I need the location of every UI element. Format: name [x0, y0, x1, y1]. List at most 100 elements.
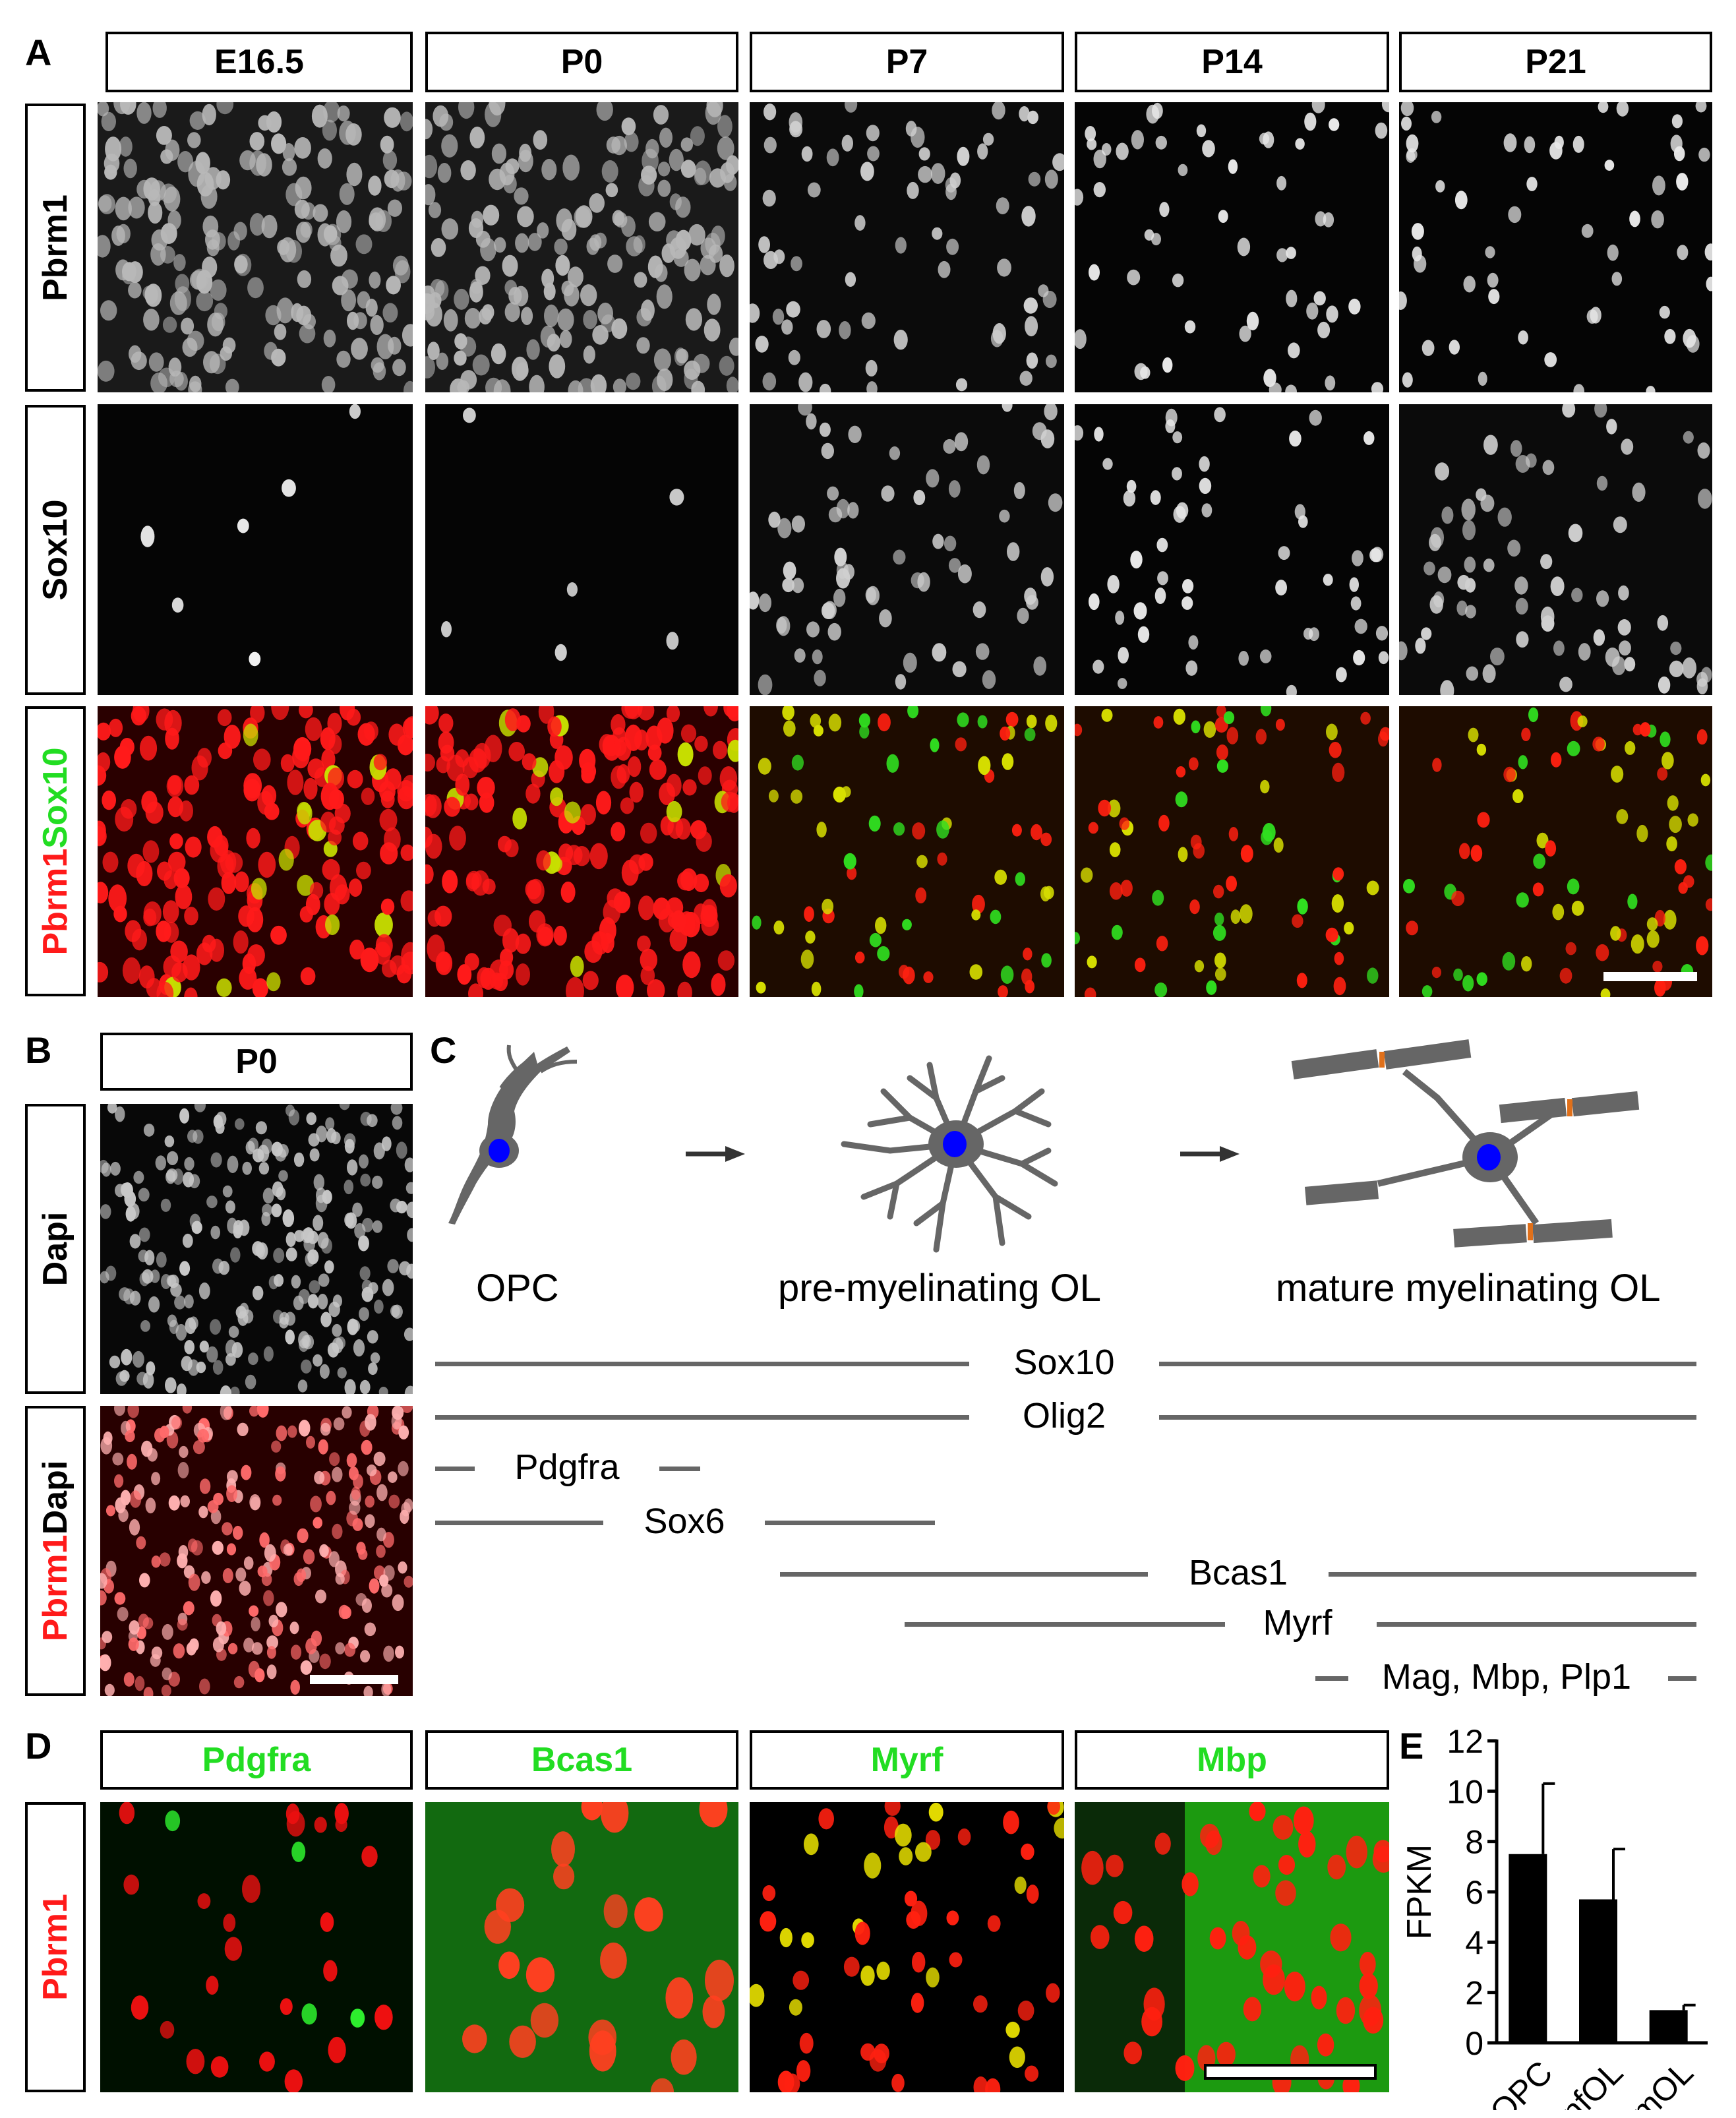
cell-nucleus — [303, 1549, 315, 1565]
cell-nucleus — [1203, 721, 1216, 738]
cell-nucleus — [98, 722, 111, 741]
cell-nucleus — [1366, 880, 1379, 895]
cell-nucleus — [211, 313, 225, 332]
cell-nucleus — [177, 1383, 187, 1394]
cell-nucleus — [694, 735, 708, 752]
cell-nucleus — [828, 713, 842, 732]
cell-nucleus — [1625, 741, 1636, 755]
cell-nucleus — [191, 1221, 202, 1234]
cell-nucleus — [200, 184, 218, 209]
cell-nucleus — [889, 446, 901, 460]
cell-nucleus — [323, 1960, 338, 1982]
cell-nucleus — [344, 1213, 354, 1228]
cell-nucleus — [100, 1159, 109, 1174]
cell-nucleus — [361, 1279, 373, 1293]
cell-nucleus — [1118, 678, 1127, 689]
cell-nucleus — [554, 644, 567, 661]
cell-nucleus — [1178, 847, 1188, 862]
cell-nucleus — [603, 1894, 628, 1928]
cell-nucleus — [202, 934, 216, 953]
cell-nucleus — [237, 518, 249, 533]
cell-nucleus — [848, 425, 862, 443]
y-tick-label: 2 — [1465, 1975, 1483, 2012]
cell-nucleus — [1516, 892, 1529, 908]
cell-nucleus — [335, 1817, 347, 1832]
cell-nucleus — [325, 914, 340, 935]
cell-nucleus — [359, 1154, 369, 1169]
cell-nucleus — [1549, 142, 1563, 160]
cell-nucleus — [1107, 575, 1120, 593]
cell-nucleus — [1232, 1921, 1250, 1946]
cell-nucleus — [360, 1112, 372, 1126]
cell-nucleus — [270, 925, 287, 945]
cell-nucleus — [498, 1951, 520, 1980]
cell-nucleus — [583, 310, 597, 330]
cell-nucleus — [1023, 948, 1033, 961]
cell-nucleus — [682, 951, 701, 979]
cell-nucleus — [252, 978, 268, 997]
cell-nucleus — [1188, 635, 1199, 650]
cell-nucleus — [390, 1198, 402, 1213]
cell-nucleus — [978, 756, 991, 775]
cell-nucleus — [136, 1536, 146, 1550]
cell-nucleus — [360, 1650, 371, 1663]
cell-nucleus — [1189, 899, 1200, 915]
cell-nucleus — [248, 1137, 259, 1153]
cell-nucleus — [332, 1467, 343, 1482]
cell-nucleus — [752, 915, 762, 930]
cell-nucleus — [1577, 715, 1588, 727]
cell-nucleus — [1327, 1854, 1346, 1880]
cell-nucleus — [527, 233, 542, 251]
cell-nucleus — [1017, 2000, 1034, 2021]
cell-nucleus — [611, 822, 626, 841]
cell-nucleus — [762, 1885, 776, 1902]
cell-nucleus — [469, 281, 483, 303]
cell-nucleus — [1184, 320, 1196, 334]
cell-nucleus — [323, 225, 338, 243]
cell-nucleus — [266, 1646, 276, 1659]
cell-nucleus — [173, 868, 190, 888]
cell-nucleus — [1157, 571, 1168, 586]
cell-nucleus — [230, 1386, 240, 1394]
cell-nucleus — [762, 189, 776, 207]
cell-nucleus — [869, 932, 882, 948]
cell-nucleus — [468, 218, 484, 238]
y-tick-label: 8 — [1465, 1824, 1483, 1861]
cell-nucleus — [902, 919, 912, 930]
cell-nucleus — [659, 127, 673, 148]
cell-nucleus — [266, 972, 281, 992]
cell-nucleus — [818, 1808, 834, 1830]
cell-nucleus — [512, 356, 529, 381]
cell-nucleus — [975, 643, 990, 660]
cell-nucleus — [183, 1172, 195, 1188]
cell-nucleus — [1704, 243, 1712, 261]
row-label: Pbrm1 — [36, 194, 75, 301]
cell-nucleus — [1545, 840, 1557, 857]
cell-nucleus — [398, 1425, 409, 1439]
cell-nucleus — [162, 317, 177, 333]
cell-nucleus — [533, 130, 548, 150]
cell-nucleus — [171, 962, 188, 983]
cell-nucleus — [1275, 1880, 1296, 1906]
cell-nucleus — [1466, 666, 1479, 681]
cell-nucleus — [1540, 554, 1553, 570]
cell-nucleus — [100, 1204, 111, 1219]
y-tick-label: 4 — [1465, 1924, 1483, 1961]
cell-nucleus — [1706, 276, 1712, 291]
cell-nucleus — [1275, 580, 1287, 596]
cell-nucleus — [1352, 550, 1363, 566]
cell-nucleus — [402, 775, 413, 798]
cell-nucleus — [626, 373, 641, 390]
panel-b-column-header: P0 — [100, 1033, 413, 1091]
cell-nucleus — [1084, 987, 1096, 997]
cell-nucleus — [441, 218, 459, 240]
cell-nucleus — [271, 133, 287, 154]
cell-nucleus — [274, 1274, 284, 1287]
cell-nucleus — [526, 339, 540, 360]
cell-nucleus — [680, 160, 696, 178]
cell-nucleus — [189, 111, 206, 130]
cell-nucleus — [605, 183, 618, 198]
cell-nucleus — [1276, 175, 1287, 191]
cell-nucleus — [1286, 247, 1296, 259]
cell-nucleus — [1165, 419, 1176, 433]
